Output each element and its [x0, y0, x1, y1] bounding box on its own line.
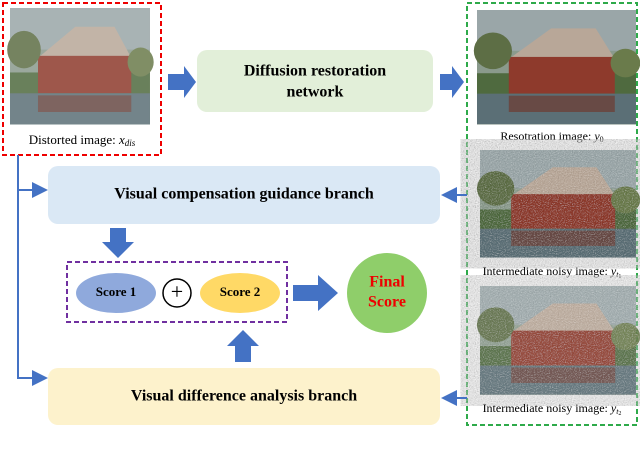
compensation-box	[48, 166, 440, 224]
arrow	[293, 275, 338, 311]
distorted-caption: Distorted image: xdis	[29, 132, 136, 148]
restored-image	[473, 10, 640, 125]
arrow	[440, 66, 464, 98]
distorted-image	[7, 8, 154, 125]
restored-caption: Resotration image: y0	[500, 129, 603, 144]
final-score	[347, 253, 427, 333]
difference-box	[48, 368, 440, 425]
plus-circle	[162, 278, 192, 308]
distorted-frame	[2, 2, 162, 156]
score-1	[76, 273, 156, 313]
connector	[17, 155, 48, 386]
score-2-label: Score 2	[220, 284, 261, 299]
difference-label: Visual difference analysis branch	[131, 388, 357, 405]
plus-label: +	[171, 279, 183, 304]
final-score-label: Score	[368, 294, 406, 311]
compensation-label: Visual compensation guidance branch	[114, 186, 374, 203]
final-score-label: Final	[369, 274, 405, 291]
arrow	[102, 228, 134, 258]
arrow	[227, 330, 259, 362]
network-label: Diffusion restoration	[244, 63, 386, 80]
noisy-caption-1: Intermediate noisy image: yt1	[483, 264, 622, 281]
noisy-image-1	[476, 150, 640, 258]
network-box	[197, 50, 433, 112]
noisy-image-2	[476, 286, 640, 395]
generated-frame	[466, 2, 638, 426]
score-2	[200, 273, 280, 313]
score-frame	[66, 261, 288, 323]
noisy-caption-2: Intermediate noisy image: yt2	[483, 401, 622, 418]
arrow	[168, 66, 196, 98]
score-1-label: Score 1	[96, 284, 137, 299]
network-label: network	[287, 84, 344, 101]
